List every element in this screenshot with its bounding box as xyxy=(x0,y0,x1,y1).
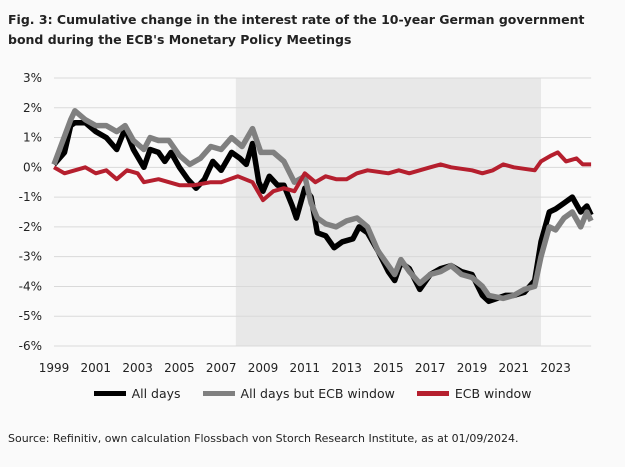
x-tick-label: 2001 xyxy=(81,361,112,375)
x-tick-label: 2007 xyxy=(206,361,237,375)
x-tick-label: 2011 xyxy=(290,361,321,375)
y-tick-label: 1% xyxy=(23,131,42,145)
x-tick-label: 2017 xyxy=(415,361,446,375)
x-tick-label: 2013 xyxy=(331,361,362,375)
legend-label: ECB window xyxy=(454,386,532,401)
x-tick-label: 2009 xyxy=(248,361,279,375)
x-tick-label: 2021 xyxy=(499,361,530,375)
x-tick-label: 2015 xyxy=(373,361,404,375)
legend-swatch xyxy=(202,391,235,396)
legend: All days All days but ECB window ECB win… xyxy=(0,386,625,401)
source-note: Source: Refinitiv, own calculation Floss… xyxy=(8,432,519,445)
legend-swatch xyxy=(416,391,449,396)
y-tick-label: 2% xyxy=(23,101,42,115)
series-line-all-days-but-ecb-window xyxy=(51,108,594,302)
x-tick-label: 2019 xyxy=(457,361,488,375)
y-tick-label: 0% xyxy=(23,160,42,174)
x-tick-label: 2023 xyxy=(540,361,571,375)
chart-title: Fig. 3: Cumulative change in the interes… xyxy=(8,12,585,47)
x-tick-label: 2005 xyxy=(164,361,195,375)
y-tick-label: -6% xyxy=(19,339,42,353)
y-tick-label: 3% xyxy=(23,71,42,85)
y-tick-label: -3% xyxy=(19,250,42,264)
legend-label: All days but ECB window xyxy=(240,386,395,401)
x-tick-label: 2003 xyxy=(122,361,153,375)
legend-swatch xyxy=(93,391,126,396)
y-tick-label: -5% xyxy=(19,309,42,323)
y-tick-label: -4% xyxy=(19,279,42,293)
legend-item-ecb-window: ECB window xyxy=(416,386,532,401)
y-tick-label: -1% xyxy=(19,190,42,204)
legend-item-all-days: All days xyxy=(93,386,181,401)
x-tick-label: 1999 xyxy=(39,361,70,375)
series-line-ecb-window xyxy=(53,150,592,203)
shaded-period xyxy=(235,78,541,346)
legend-label: All days xyxy=(131,386,181,401)
line-chart: 3% 2% 1% 0% -1% -2% -3% -4% -5% -6% 1999 2001 2003 20… xyxy=(19,71,594,375)
legend-item-all-days-but-ecb: All days but ECB window xyxy=(202,386,395,401)
y-tick-label: -2% xyxy=(19,220,42,234)
